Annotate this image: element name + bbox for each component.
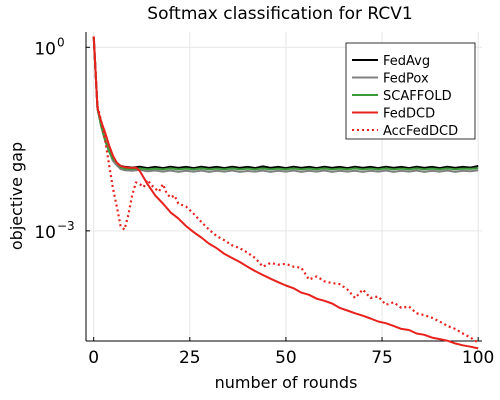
legend: FedAvg FedPox SCAFFOLD FedDCD AccFedDCD — [345, 42, 476, 140]
x-tick-label: 25 — [179, 348, 201, 368]
chart-title: Softmax classification for RCV1 — [147, 4, 412, 24]
x-axis-label: number of rounds — [215, 373, 358, 392]
series-line-scaffold — [92, 36, 479, 171]
legend-label-accfeddcd: AccFedDCD — [383, 124, 458, 139]
legend-label-scaffold: SCAFFOLD — [383, 89, 452, 104]
y-tick-label: 10 — [34, 223, 56, 243]
legend-label-feddcd: FedDCD — [383, 107, 435, 122]
y-tick-label: 10 — [34, 39, 56, 59]
y-axis-label: objective gap — [7, 142, 26, 250]
x-tick-label: 50 — [275, 348, 297, 368]
y-tick-exponent: 0 — [57, 35, 65, 49]
series — [92, 36, 479, 350]
x-tick-label: 100 — [462, 348, 494, 368]
y-tick-exponent: −3 — [57, 219, 75, 233]
series-line-feddcd — [92, 36, 479, 350]
x-tick-label: 0 — [88, 348, 99, 368]
axes — [85, 32, 482, 342]
series-line-fedpox — [92, 36, 479, 173]
x-tick-label: 75 — [371, 348, 393, 368]
legend-label-fedavg: FedAvg — [383, 54, 430, 69]
legend-label-fedpox: FedPox — [383, 72, 429, 87]
series-line-accfeddcd — [92, 36, 479, 344]
